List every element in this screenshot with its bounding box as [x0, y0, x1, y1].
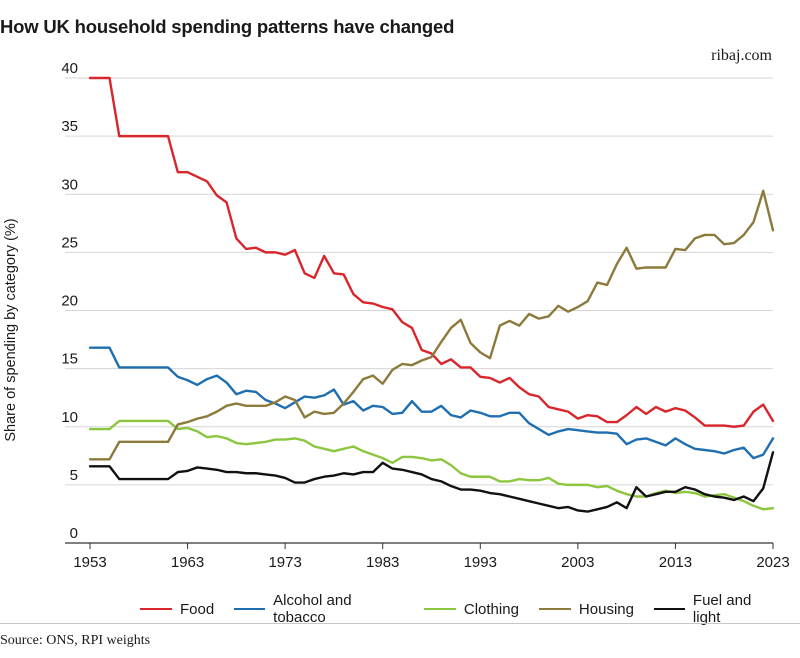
legend-swatch [653, 608, 685, 610]
legend-label: Alcohol and tobacco [273, 592, 352, 626]
legend-item-fuel-and-light: Fuel and light [653, 592, 780, 626]
x-tick-label: 1963 [171, 554, 204, 571]
y-tick-label: 10 [61, 409, 78, 426]
x-axis-ticks: 1953 1963 1973 1983 1993 2003 2013 2023 [73, 543, 790, 571]
grid-lines [65, 77, 773, 544]
legend-label: Clothing [463, 600, 519, 618]
legend: Food Alcohol and tobacco Clothing Housing Fu… [140, 592, 800, 626]
source-footnote: Source: ONS, RPI weights [0, 633, 151, 648]
page-title: How UK household spending patterns have … [0, 16, 455, 37]
y-axis-label: Share of spending by category (%) [3, 218, 19, 441]
y-tick-label: 0 [70, 525, 78, 542]
series-line-alcohol-and-tobacco [88, 346, 775, 460]
y-tick-label: 40 [61, 60, 78, 77]
y-tick-label: 5 [70, 467, 78, 484]
legend-item-housing: Housing [538, 600, 634, 618]
legend-swatch [140, 608, 172, 610]
x-tick-label: 1993 [464, 554, 497, 571]
x-tick-label: 1983 [366, 554, 399, 571]
y-axis-ticks: 0 5 10 15 20 25 30 35 40 [61, 60, 78, 542]
series-line-clothing [88, 419, 775, 511]
legend-label: Fuel and light [692, 592, 752, 626]
legend-swatch [234, 608, 266, 610]
series-line-housing [88, 189, 775, 461]
line-chart: 0 5 10 15 20 25 30 35 40 1953 1963 1973 1983 1993 200… [3, 60, 790, 571]
x-tick-label: 2023 [756, 554, 789, 571]
series-lines [88, 76, 775, 513]
source-credit: ribaj.com [711, 47, 772, 64]
y-tick-label: 25 [61, 234, 78, 251]
legend-swatch [423, 608, 456, 610]
legend-item-clothing: Clothing [423, 600, 519, 618]
x-tick-label: 2013 [659, 554, 692, 571]
x-tick-label: 2003 [561, 554, 594, 571]
legend-swatch [538, 608, 571, 610]
y-tick-label: 30 [61, 176, 78, 193]
y-tick-label: 15 [61, 351, 78, 368]
footer-divider [0, 623, 800, 624]
series-line-fuel-and-light [88, 451, 775, 513]
legend-item-alcohol-and-tobacco: Alcohol and tobacco [234, 592, 404, 626]
legend-label: Food [180, 600, 215, 618]
legend-label: Housing [578, 600, 634, 618]
x-tick-label: 1973 [268, 554, 301, 571]
legend-item-food: Food [140, 601, 214, 618]
y-tick-label: 35 [61, 118, 78, 135]
x-tick-label: 1953 [73, 554, 106, 571]
series-line-food [88, 76, 775, 428]
y-tick-label: 20 [61, 293, 78, 310]
